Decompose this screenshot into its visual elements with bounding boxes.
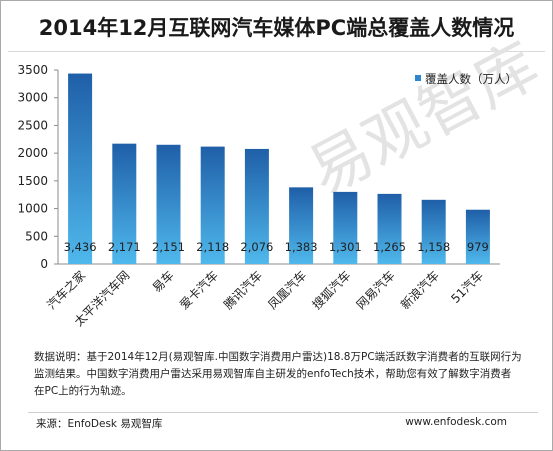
website-text: www.enfodesk.com bbox=[405, 416, 507, 428]
legend-swatch bbox=[415, 75, 421, 81]
x-category-label: 网易汽车 bbox=[353, 268, 398, 313]
x-category-label: 爱卡汽车 bbox=[176, 268, 221, 313]
bar-chart: 0 500 1000 1500 2000 2500 3000 3500 3,436 2,171 2… bbox=[17, 63, 517, 330]
y-tick-label: 2000 bbox=[17, 146, 48, 160]
bar-value-label: 2,151 bbox=[152, 240, 185, 254]
bar bbox=[421, 199, 446, 264]
bar bbox=[465, 209, 490, 264]
y-tick-label: 500 bbox=[25, 229, 48, 243]
x-category-label: 腾讯汽车 bbox=[220, 268, 265, 313]
source-text: 来源：EnfoDesk 易观智库 bbox=[36, 418, 163, 430]
bar-value-label: 1,158 bbox=[417, 240, 450, 254]
bar-value-label: 1,383 bbox=[285, 240, 318, 254]
note-line-1: 数据说明：基于2014年12月(易观智库.中国数字消费用户雷达)18.8万PC端… bbox=[34, 351, 522, 363]
x-category-label: 汽车之家 bbox=[44, 268, 89, 313]
x-category-label: 易车 bbox=[149, 268, 177, 296]
data-note: 数据说明：基于2014年12月(易观智库.中国数字消费用户雷达)18.8万PC端… bbox=[34, 349, 544, 400]
y-tick-label: 0 bbox=[40, 257, 48, 271]
bar-value-label: 979 bbox=[467, 240, 489, 254]
title-divider bbox=[8, 51, 545, 52]
bar bbox=[333, 191, 358, 264]
bar bbox=[289, 187, 314, 264]
y-tick-label: 1500 bbox=[17, 174, 48, 188]
x-category-label: 新浪汽车 bbox=[397, 268, 442, 313]
footer-divider bbox=[28, 412, 538, 413]
bar bbox=[244, 148, 269, 264]
note-line-3: 在PC上的行为轨迹。 bbox=[34, 385, 132, 397]
x-category-label: 搜狐汽车 bbox=[309, 268, 354, 313]
value-labels-group: 3,436 2,171 2,151 2,118 2,076 1,383 1,301 1,265… bbox=[64, 240, 489, 254]
y-tick-label: 3500 bbox=[17, 63, 48, 77]
bar-value-label: 2,171 bbox=[108, 240, 141, 254]
legend-label: 覆盖人数（万人） bbox=[425, 72, 517, 86]
y-tick-label: 1000 bbox=[17, 202, 48, 216]
y-tick-label: 2500 bbox=[17, 118, 48, 132]
bar bbox=[156, 144, 181, 264]
x-category-label: 凤凰汽车 bbox=[265, 268, 310, 313]
chart-title: 2014年12月互联网汽车媒体PC端总覆盖人数情况 bbox=[38, 16, 515, 40]
bar-value-label: 3,436 bbox=[64, 240, 97, 254]
bar-value-label: 1,265 bbox=[373, 240, 406, 254]
legend: 覆盖人数（万人） bbox=[415, 72, 517, 86]
bar bbox=[68, 73, 93, 265]
bar-value-label: 2,076 bbox=[240, 240, 273, 254]
bar-value-label: 1,301 bbox=[329, 240, 362, 254]
bar-value-label: 2,118 bbox=[196, 240, 229, 254]
y-tick-label: 3000 bbox=[17, 91, 48, 105]
bars-group bbox=[68, 73, 490, 265]
bar bbox=[377, 193, 402, 264]
y-axis: 0 500 1000 1500 2000 2500 3000 3500 bbox=[17, 63, 500, 271]
x-category-label: 51汽车 bbox=[448, 268, 486, 306]
bar bbox=[200, 146, 225, 264]
note-line-2: 监测结果。中国数字消费用户雷达采用易观智库自主研发的enfoTech技术，帮助您… bbox=[34, 368, 512, 380]
bar bbox=[112, 143, 137, 264]
